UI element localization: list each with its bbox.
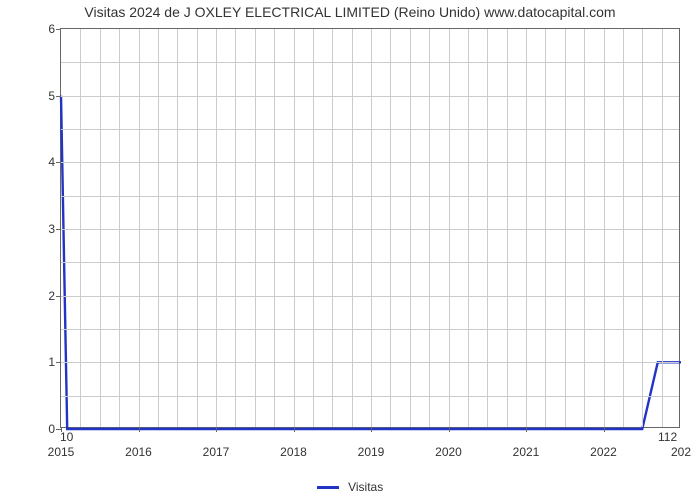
x-tick-label: 2018 (280, 427, 307, 459)
y-tick-label: 4 (48, 155, 61, 169)
gridline-vertical-minor (468, 29, 469, 427)
gridline-horizontal (61, 162, 679, 163)
gridline-vertical-minor (274, 29, 275, 427)
legend-swatch (317, 486, 339, 489)
gridline-vertical-minor (177, 29, 178, 427)
corner-label-left: 10 (60, 430, 73, 444)
legend-label: Visitas (348, 480, 383, 494)
y-tick-label: 6 (48, 22, 61, 36)
gridline-vertical-minor (313, 29, 314, 427)
legend: Visitas (0, 480, 700, 494)
gridline-horizontal-minor (61, 396, 679, 397)
gridline-vertical (371, 29, 372, 427)
gridline-vertical-minor (623, 29, 624, 427)
gridline-vertical-minor (584, 29, 585, 427)
gridline-vertical-minor (565, 29, 566, 427)
gridline-horizontal (61, 96, 679, 97)
gridline-vertical-minor (662, 29, 663, 427)
y-tick-label: 1 (48, 355, 61, 369)
gridline-vertical-minor (119, 29, 120, 427)
x-tick-label: 2019 (358, 427, 385, 459)
gridline-vertical (526, 29, 527, 427)
gridline-vertical-minor (642, 29, 643, 427)
corner-label-right: 112 (658, 430, 677, 444)
gridline-horizontal-minor (61, 196, 679, 197)
gridline-horizontal-minor (61, 262, 679, 263)
gridline-vertical (449, 29, 450, 427)
gridline-vertical-minor (100, 29, 101, 427)
x-tick-label: 2022 (590, 427, 617, 459)
chart-title: Visitas 2024 de J OXLEY ELECTRICAL LIMIT… (0, 4, 700, 20)
x-tick-label: 2017 (203, 427, 230, 459)
gridline-vertical-minor (487, 29, 488, 427)
plot-area: 0123456201520162017201820192020202120222… (60, 28, 680, 428)
x-tick-label: 2021 (513, 427, 540, 459)
gridline-vertical-minor (507, 29, 508, 427)
gridline-horizontal-minor (61, 129, 679, 130)
gridline-vertical-minor (352, 29, 353, 427)
gridline-vertical-minor (410, 29, 411, 427)
x-tick-label: 2020 (435, 427, 462, 459)
gridline-vertical (139, 29, 140, 427)
gridline-vertical-minor (545, 29, 546, 427)
gridline-horizontal-minor (61, 62, 679, 63)
gridline-vertical (604, 29, 605, 427)
gridline-vertical-minor (390, 29, 391, 427)
gridline-vertical-minor (235, 29, 236, 427)
gridline-vertical-minor (197, 29, 198, 427)
x-tick-label: 2016 (125, 427, 152, 459)
gridline-horizontal (61, 296, 679, 297)
gridline-horizontal (61, 229, 679, 230)
gridline-vertical (294, 29, 295, 427)
y-tick-label: 3 (48, 222, 61, 236)
y-tick-label: 5 (48, 89, 61, 103)
y-tick-label: 2 (48, 289, 61, 303)
gridline-horizontal-minor (61, 329, 679, 330)
gridline-vertical-minor (332, 29, 333, 427)
gridline-horizontal (61, 362, 679, 363)
gridline-vertical-minor (429, 29, 430, 427)
gridline-vertical-minor (80, 29, 81, 427)
gridline-vertical (216, 29, 217, 427)
gridline-vertical-minor (255, 29, 256, 427)
gridline-vertical-minor (158, 29, 159, 427)
